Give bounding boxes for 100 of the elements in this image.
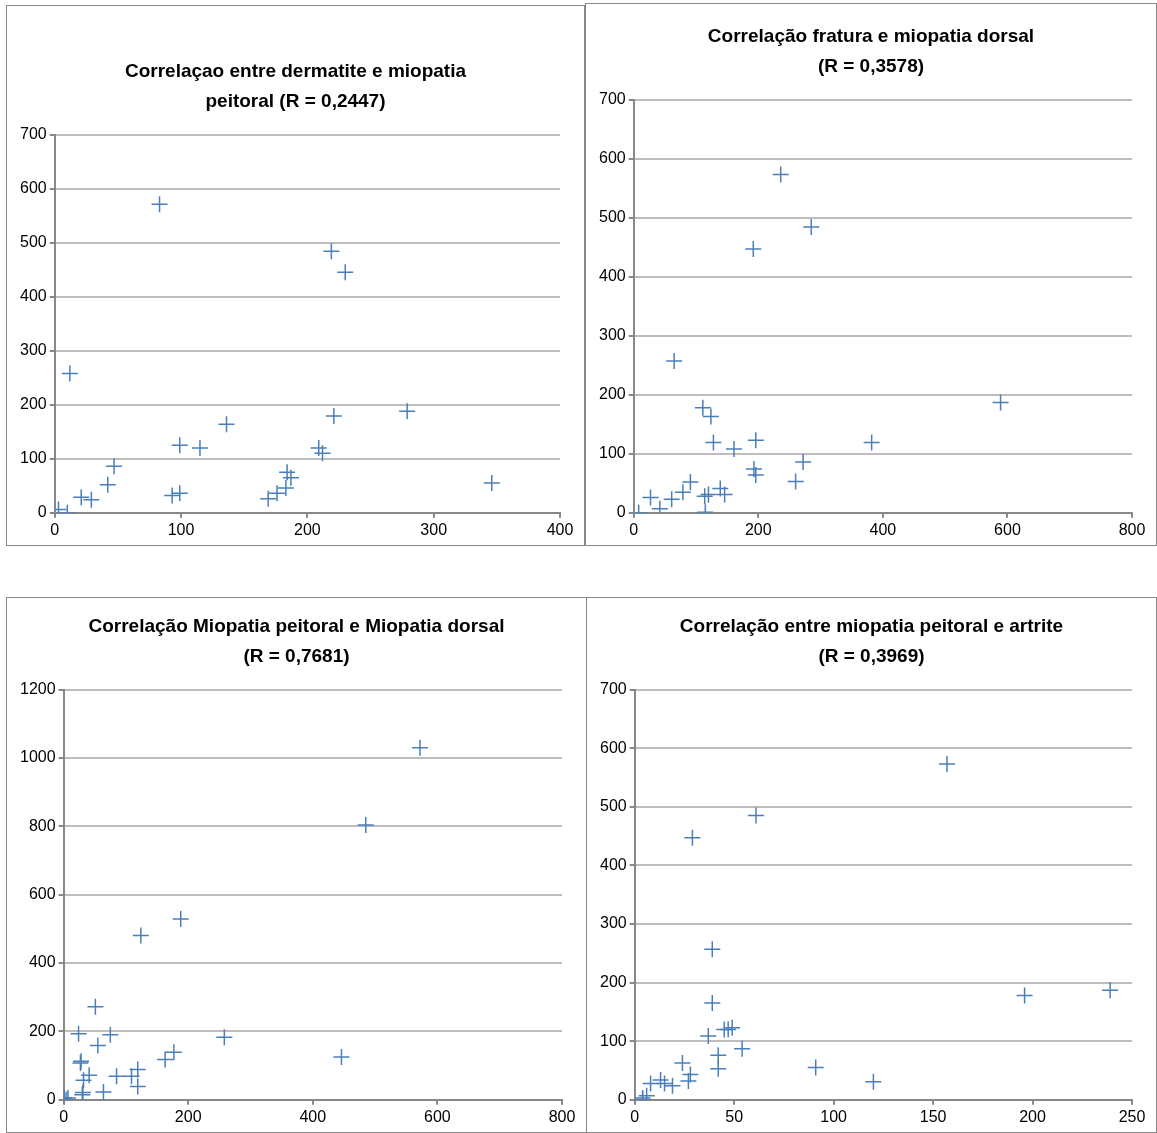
chart-title: Correlaçao entre dermatite e miopatia peitoral (R = 0,2447) xyxy=(123,59,468,113)
y-tick-label: 100 xyxy=(599,1031,627,1049)
x-tick-label: 250 xyxy=(1118,1107,1146,1125)
point xyxy=(802,218,820,236)
x-tick-label: 400 xyxy=(546,520,574,538)
point xyxy=(94,1083,113,1100)
y-tick-label: 300 xyxy=(599,914,627,932)
point xyxy=(862,433,881,452)
point xyxy=(1101,981,1119,999)
point xyxy=(864,1072,883,1091)
point xyxy=(1015,986,1034,1005)
point xyxy=(794,453,812,471)
x-tick-label: 300 xyxy=(420,520,448,538)
point xyxy=(268,484,286,503)
y-tick-label: 700 xyxy=(19,125,47,143)
y-tick-label: 100 xyxy=(598,444,626,462)
point xyxy=(679,1072,698,1090)
point xyxy=(128,1060,147,1079)
point xyxy=(483,474,501,492)
point xyxy=(107,1067,126,1085)
point xyxy=(101,1026,120,1044)
point xyxy=(171,484,189,503)
point xyxy=(313,444,332,463)
x-tick-label: 800 xyxy=(1118,520,1146,538)
point xyxy=(132,926,150,945)
chart-title: Correlação entre miopatia peitoral e artrite (R = 0,3969) xyxy=(678,614,1065,668)
y-tick-label: 400 xyxy=(28,953,56,971)
point xyxy=(673,1054,692,1072)
y-tick-label: 800 xyxy=(28,816,56,834)
point xyxy=(744,240,763,258)
point xyxy=(709,1059,727,1078)
point xyxy=(681,1065,700,1084)
x-tick-label: 50 xyxy=(725,1107,744,1125)
x-tick-label: 600 xyxy=(994,520,1021,538)
y-tick-label: 300 xyxy=(598,326,626,344)
point xyxy=(82,491,101,509)
point xyxy=(259,490,277,508)
point xyxy=(747,431,765,449)
x-tick-label: 200 xyxy=(1019,1107,1046,1125)
point xyxy=(171,910,190,928)
y-tick-label: 0 xyxy=(46,1090,56,1108)
x-tick-label: 200 xyxy=(744,520,772,538)
x-tick-label: 0 xyxy=(59,1107,69,1125)
point xyxy=(771,165,790,184)
y-tick-label: 200 xyxy=(599,973,627,991)
point xyxy=(278,463,296,482)
point xyxy=(662,490,681,508)
y-tick-label: 200 xyxy=(28,1021,56,1039)
point xyxy=(322,242,341,261)
point xyxy=(277,479,295,497)
x-tick-label: 100 xyxy=(167,520,195,538)
point xyxy=(651,1071,670,1089)
point xyxy=(681,473,700,491)
y-tick-label: 300 xyxy=(19,341,47,359)
point xyxy=(747,466,765,484)
point xyxy=(719,1020,737,1039)
point xyxy=(683,829,702,847)
point xyxy=(663,1076,682,1095)
point xyxy=(163,486,181,505)
y-tick-label: 500 xyxy=(598,208,626,226)
y-tick-label: 600 xyxy=(598,149,626,167)
point xyxy=(217,415,236,433)
point xyxy=(171,436,189,455)
y-tick-label: 400 xyxy=(19,287,47,305)
point xyxy=(61,364,79,383)
point xyxy=(86,998,105,1016)
point xyxy=(991,393,1010,412)
point xyxy=(357,816,375,834)
point xyxy=(703,994,722,1012)
point xyxy=(165,1043,183,1062)
point xyxy=(786,472,805,491)
y-tick-label: 200 xyxy=(598,385,626,403)
x-tick-label: 0 xyxy=(630,1107,640,1125)
point xyxy=(411,738,429,757)
x-tick-label: 150 xyxy=(919,1107,947,1125)
point xyxy=(89,1036,107,1055)
point xyxy=(699,1027,718,1045)
y-tick-label: 500 xyxy=(599,797,627,815)
y-tick-label: 1200 xyxy=(20,680,56,698)
y-tick-label: 100 xyxy=(19,449,47,467)
y-tick-label: 600 xyxy=(599,738,627,756)
point xyxy=(150,195,169,214)
point xyxy=(723,1018,741,1037)
point xyxy=(747,806,765,825)
y-tick-label: 0 xyxy=(37,503,47,521)
point xyxy=(332,1048,351,1066)
y-tick-label: 0 xyxy=(617,1090,627,1108)
point xyxy=(215,1028,234,1046)
point xyxy=(156,1050,174,1069)
point xyxy=(655,1074,674,1093)
y-tick-label: 400 xyxy=(598,267,626,285)
point xyxy=(641,1074,660,1093)
y-tick-label: 700 xyxy=(598,90,626,108)
point xyxy=(99,475,117,494)
point xyxy=(715,485,734,504)
point xyxy=(725,440,743,458)
point xyxy=(282,468,300,487)
point xyxy=(398,402,416,420)
y-tick-label: 600 xyxy=(28,885,56,903)
point xyxy=(72,488,90,506)
